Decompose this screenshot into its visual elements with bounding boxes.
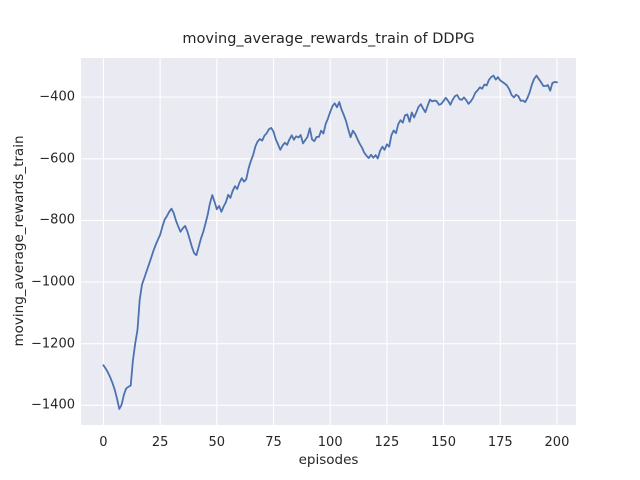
y-tick-label: −600 (39, 151, 75, 167)
y-axis-label: moving_average_rewards_train (11, 135, 27, 347)
x-tick-label: 125 (374, 435, 400, 450)
y-tick-label: −400 (39, 89, 75, 105)
x-tick-label: 0 (99, 435, 108, 450)
x-tick-label: 50 (208, 435, 226, 450)
x-tick-label: 25 (151, 435, 169, 450)
y-tick-label: −1000 (31, 274, 75, 290)
y-tick-label: −1400 (31, 397, 75, 413)
x-tick-label: 75 (265, 435, 282, 450)
chart-title: moving_average_rewards_train of DDPG (182, 31, 475, 47)
x-tick-label: 200 (544, 435, 570, 450)
y-tick-label: −1200 (31, 336, 75, 352)
x-axis-label: episodes (298, 452, 359, 468)
x-tick-label: 175 (487, 435, 513, 450)
series-line (102, 74, 558, 410)
axes-background (81, 58, 576, 425)
x-tick-label: 100 (317, 435, 343, 450)
x-tick-label: 150 (431, 435, 456, 450)
y-tick-label: −800 (39, 212, 75, 228)
